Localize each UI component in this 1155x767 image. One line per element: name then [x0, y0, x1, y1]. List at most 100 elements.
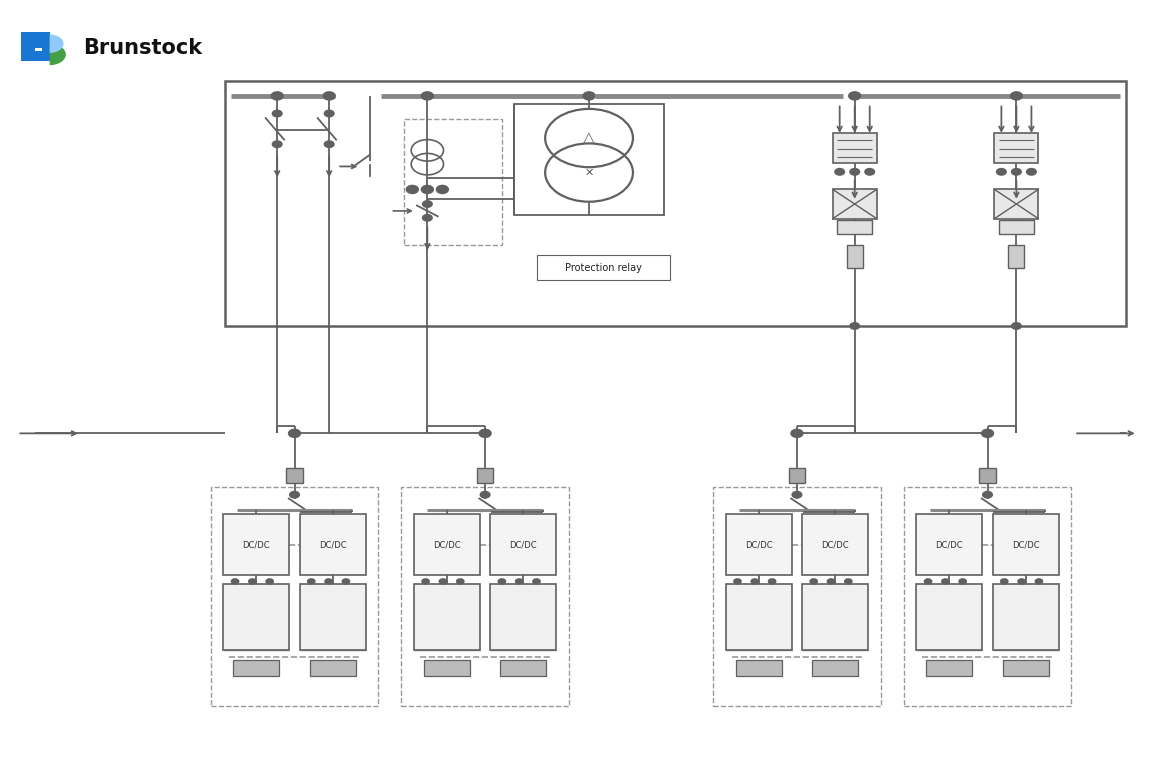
- Circle shape: [850, 323, 859, 329]
- Circle shape: [266, 579, 273, 584]
- Circle shape: [325, 141, 334, 147]
- Bar: [917, 584, 982, 650]
- Circle shape: [1012, 323, 1021, 329]
- Circle shape: [423, 201, 432, 207]
- Circle shape: [308, 579, 314, 584]
- Bar: [210, 487, 379, 706]
- Circle shape: [439, 579, 446, 584]
- Text: DC/DC: DC/DC: [936, 540, 963, 549]
- Circle shape: [769, 579, 776, 584]
- Bar: [917, 514, 982, 575]
- Wedge shape: [50, 44, 66, 65]
- Circle shape: [342, 579, 349, 584]
- Circle shape: [583, 92, 595, 100]
- Text: DC/DC: DC/DC: [509, 540, 537, 549]
- Bar: [999, 220, 1034, 234]
- Circle shape: [323, 92, 335, 100]
- Text: Protection relay: Protection relay: [565, 262, 642, 273]
- Circle shape: [423, 215, 432, 221]
- Circle shape: [811, 579, 818, 584]
- Bar: [713, 487, 880, 706]
- Bar: [514, 104, 664, 215]
- Circle shape: [231, 579, 239, 584]
- Circle shape: [423, 579, 430, 584]
- Circle shape: [271, 92, 283, 100]
- Circle shape: [827, 579, 835, 584]
- Circle shape: [751, 579, 759, 584]
- Circle shape: [1036, 579, 1043, 584]
- Circle shape: [924, 579, 932, 584]
- Circle shape: [422, 92, 433, 100]
- Bar: [300, 584, 365, 650]
- Text: DC/DC: DC/DC: [319, 540, 346, 549]
- Circle shape: [850, 169, 859, 175]
- Circle shape: [1000, 579, 1008, 584]
- Circle shape: [845, 579, 852, 584]
- Bar: [225, 81, 1126, 326]
- Text: DC/DC: DC/DC: [1012, 540, 1040, 549]
- Circle shape: [735, 579, 742, 584]
- Circle shape: [791, 430, 803, 437]
- Bar: [424, 660, 470, 676]
- Circle shape: [1019, 579, 1026, 584]
- Text: Brunstock: Brunstock: [83, 38, 202, 58]
- Circle shape: [457, 579, 464, 584]
- Circle shape: [983, 492, 992, 498]
- Bar: [21, 32, 50, 61]
- Bar: [300, 514, 365, 575]
- Text: DC/DC: DC/DC: [243, 540, 270, 549]
- Circle shape: [997, 169, 1006, 175]
- Wedge shape: [50, 35, 64, 53]
- Bar: [286, 468, 303, 483]
- Bar: [233, 660, 280, 676]
- Bar: [35, 48, 42, 51]
- Bar: [903, 487, 1072, 706]
- Bar: [500, 660, 546, 676]
- Circle shape: [835, 169, 844, 175]
- Bar: [725, 584, 792, 650]
- Bar: [725, 514, 792, 575]
- Circle shape: [498, 579, 505, 584]
- Circle shape: [1012, 169, 1021, 175]
- Bar: [812, 660, 858, 676]
- Circle shape: [532, 579, 539, 584]
- Bar: [310, 660, 356, 676]
- Circle shape: [249, 579, 256, 584]
- Bar: [837, 220, 872, 234]
- Circle shape: [1011, 92, 1022, 100]
- Bar: [537, 255, 670, 280]
- Circle shape: [437, 186, 448, 193]
- Bar: [224, 514, 289, 575]
- Bar: [847, 245, 863, 268]
- Bar: [833, 189, 877, 219]
- Bar: [994, 189, 1038, 219]
- Circle shape: [1027, 169, 1036, 175]
- Circle shape: [325, 110, 334, 117]
- Circle shape: [479, 430, 491, 437]
- Bar: [802, 514, 869, 575]
- Bar: [413, 514, 480, 575]
- Bar: [402, 487, 568, 706]
- Circle shape: [792, 492, 802, 498]
- Bar: [789, 468, 805, 483]
- Circle shape: [326, 579, 333, 584]
- Bar: [490, 514, 556, 575]
- Bar: [490, 584, 556, 650]
- Circle shape: [480, 492, 490, 498]
- Circle shape: [407, 186, 418, 193]
- Bar: [413, 584, 480, 650]
- Bar: [802, 584, 869, 650]
- Text: DC/DC: DC/DC: [821, 540, 849, 549]
- Text: ✕: ✕: [584, 167, 594, 178]
- Circle shape: [515, 579, 522, 584]
- Bar: [1008, 245, 1024, 268]
- Circle shape: [422, 186, 433, 193]
- Circle shape: [290, 492, 299, 498]
- Bar: [1003, 660, 1049, 676]
- Text: DC/DC: DC/DC: [433, 540, 461, 549]
- Bar: [833, 133, 877, 163]
- Text: △: △: [583, 130, 595, 146]
- Bar: [993, 514, 1059, 575]
- Bar: [736, 660, 782, 676]
- Circle shape: [941, 579, 949, 584]
